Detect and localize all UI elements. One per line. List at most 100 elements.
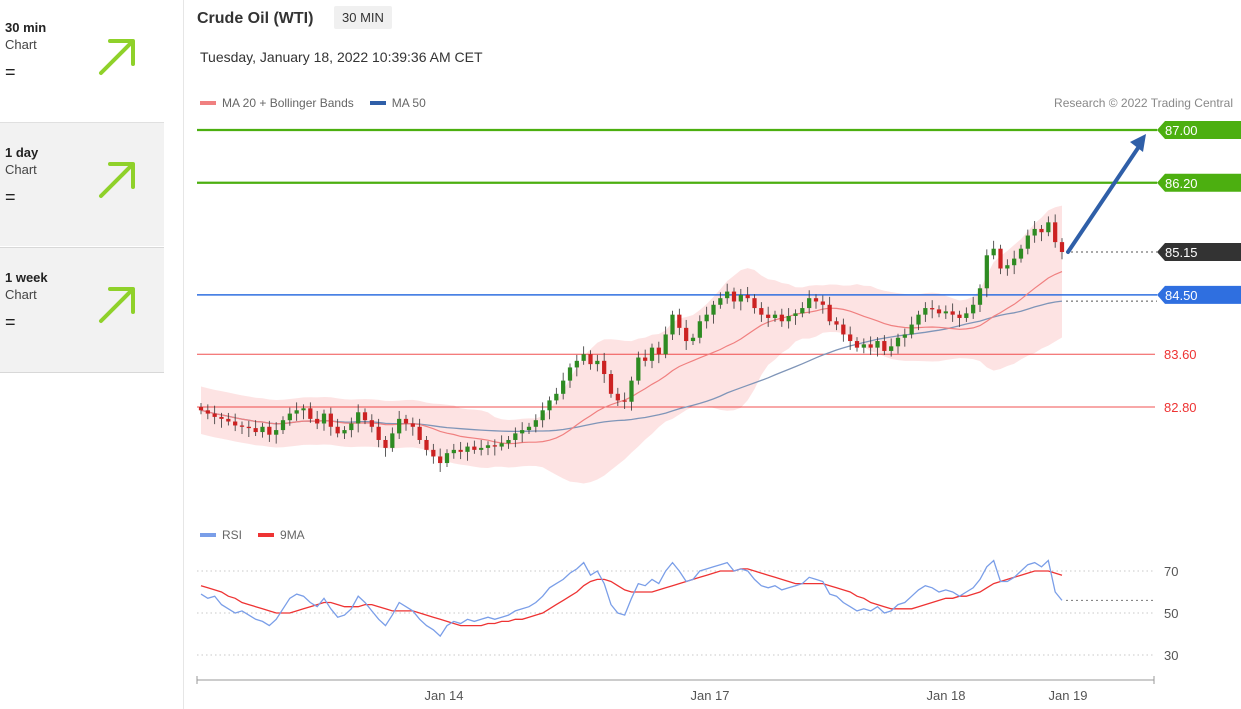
- candle: [916, 314, 921, 325]
- candle: [1032, 228, 1037, 236]
- candle: [923, 308, 928, 315]
- x-tick-label: Jan 14: [424, 688, 463, 703]
- candle: [479, 447, 484, 450]
- candle: [998, 248, 1003, 269]
- candle: [841, 324, 846, 335]
- level-tag-86.20: [1157, 173, 1241, 192]
- candle: [629, 380, 634, 402]
- candle: [813, 298, 819, 302]
- candle: [574, 360, 579, 368]
- candle: [219, 416, 224, 419]
- candle: [649, 347, 655, 361]
- candle: [349, 423, 354, 431]
- bollinger-band: [201, 205, 1062, 484]
- candle: [704, 314, 709, 322]
- candle: [533, 420, 538, 427]
- candle: [807, 298, 812, 309]
- level-tag-84.50: [1157, 285, 1241, 304]
- candle: [417, 426, 422, 440]
- candle: [656, 347, 661, 355]
- candle: [540, 410, 545, 421]
- sidebar-divider: [183, 0, 184, 709]
- copyright: Research © 2022 Trading Central: [1054, 96, 1233, 110]
- timeframe-sidebar: 30 min Chart = 1 day Chart = 1 week Char…: [0, 0, 164, 709]
- candle: [875, 341, 880, 348]
- candle: [608, 374, 614, 394]
- candle: [233, 421, 238, 426]
- timeframe-period: 1 day: [5, 145, 39, 160]
- candle: [909, 324, 914, 335]
- timeframe-type: Chart: [5, 37, 37, 52]
- legend-rsi-ma-label: 9MA: [280, 528, 305, 542]
- candle: [902, 334, 907, 338]
- candle: [581, 354, 586, 361]
- candle: [267, 426, 272, 435]
- candle: [1039, 228, 1044, 233]
- candle: [520, 430, 525, 434]
- candle: [779, 314, 784, 322]
- candle: [547, 400, 552, 411]
- candle: [1018, 248, 1024, 259]
- candle: [397, 418, 402, 434]
- bullish-arrow-icon: [99, 39, 135, 75]
- candle: [991, 248, 996, 256]
- rsi-ma-line: [200, 568, 1063, 627]
- candle: [595, 360, 600, 365]
- candle: [964, 313, 969, 318]
- rsi-tick-70: 70: [1164, 564, 1178, 579]
- candle: [260, 426, 265, 433]
- candle: [895, 337, 901, 347]
- candle: [294, 410, 299, 414]
- timeframe-card-1day[interactable]: 1 day Chart =: [0, 122, 164, 246]
- candle: [321, 413, 327, 424]
- timeframe-type: Chart: [5, 162, 37, 177]
- timeframe-card-1week[interactable]: 1 week Chart =: [0, 247, 164, 373]
- legend-ma50-label: MA 50: [391, 96, 426, 110]
- rsi-tick-30: 30: [1164, 648, 1178, 663]
- level-label-83.60: 83.60: [1164, 347, 1197, 362]
- candle: [205, 410, 210, 414]
- candle: [882, 341, 887, 351]
- candle: [745, 294, 750, 299]
- candle: [403, 418, 409, 424]
- interval-badge[interactable]: 30 MIN: [334, 6, 392, 29]
- candle: [308, 408, 313, 419]
- last-price-tag: [1157, 243, 1241, 262]
- x-tick-label: Jan 17: [690, 688, 729, 703]
- signal-neutral-icon: =: [5, 312, 16, 332]
- candle: [820, 301, 825, 305]
- candle: [800, 308, 805, 314]
- legend-rsi-ma: 9MA: [258, 528, 305, 542]
- level-label-86.20: 86.20: [1165, 176, 1198, 191]
- level-label-82.80: 82.80: [1164, 400, 1197, 415]
- candle: [930, 308, 935, 310]
- rsi-tick-50: 50: [1164, 606, 1178, 621]
- timeframe-type: Chart: [5, 287, 37, 302]
- candle: [950, 311, 955, 315]
- candle: [984, 255, 989, 289]
- candle: [636, 357, 641, 381]
- candle: [274, 430, 279, 435]
- candle: [198, 407, 204, 411]
- candle: [280, 420, 286, 431]
- candle: [1005, 265, 1010, 269]
- candle: [390, 433, 395, 448]
- candle: [772, 314, 778, 318]
- candle: [369, 420, 374, 427]
- candle: [444, 453, 450, 464]
- candle: [977, 288, 983, 305]
- candle: [861, 344, 866, 348]
- level-tag-87.00: [1157, 121, 1241, 139]
- candle: [212, 413, 217, 417]
- candle: [711, 304, 716, 315]
- candle: [1046, 222, 1051, 233]
- candle: [335, 426, 340, 434]
- candle: [936, 309, 942, 314]
- timeframe-card-30min[interactable]: 30 min Chart =: [0, 0, 164, 124]
- timeframe-period: 1 week: [5, 270, 48, 285]
- candle: [451, 449, 456, 454]
- bullish-arrow-icon: [99, 287, 135, 323]
- candle: [315, 418, 320, 424]
- candle: [383, 439, 388, 448]
